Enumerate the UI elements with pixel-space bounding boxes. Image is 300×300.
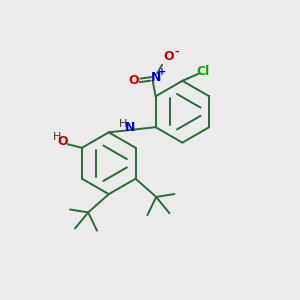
Text: Cl: Cl [196, 65, 210, 79]
Text: O: O [58, 134, 68, 148]
Text: O: O [164, 50, 174, 63]
Text: H: H [53, 133, 61, 142]
Text: +: + [158, 67, 166, 77]
Text: O: O [128, 74, 139, 87]
Text: -: - [174, 46, 178, 56]
Text: H: H [118, 119, 127, 130]
Text: N: N [125, 121, 135, 134]
Text: N: N [150, 70, 161, 84]
